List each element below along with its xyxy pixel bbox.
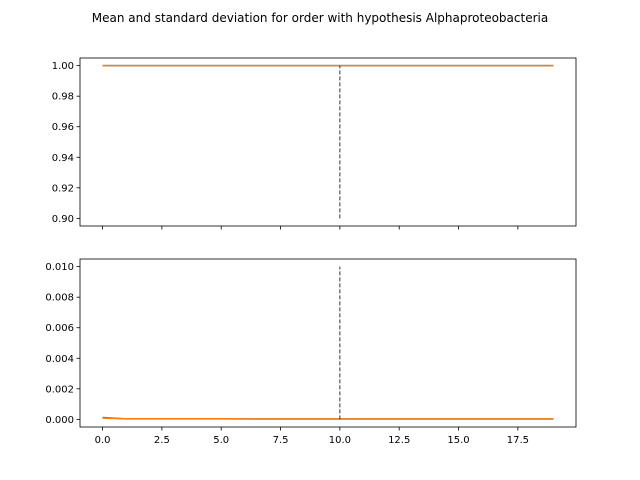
x-tick-label: 15.0	[447, 435, 469, 446]
y-tick-label: 0.002	[45, 384, 74, 395]
x-tick-label: 0.0	[95, 435, 111, 446]
y-tick-label: 0.96	[52, 122, 74, 133]
y-tick-label: 0.90	[52, 214, 74, 225]
y-tick-label: 0.010	[45, 262, 74, 273]
x-tick-label: 5.0	[213, 435, 229, 446]
x-tick-label: 7.5	[273, 435, 289, 446]
y-tick-label: 0.000	[45, 415, 74, 426]
y-tick-label: 1.00	[52, 61, 74, 72]
series-line	[102, 417, 554, 420]
y-tick-label: 0.94	[52, 153, 74, 164]
axes-frame	[79, 258, 577, 428]
std-panel: 0.000 0.002 0.004 0.006 0.008 0.010 0.0 2.5 5.0 7…	[45, 258, 577, 446]
y-tick-label: 0.92	[52, 183, 74, 194]
axes-frame	[79, 57, 577, 227]
y-tick-label: 0.98	[52, 92, 74, 103]
x-tick-label: 10.0	[329, 435, 351, 446]
mean-panel: 0.90 0.92 0.94 0.96 0.98 1.00	[52, 57, 577, 230]
y-tick-label: 0.004	[45, 354, 74, 365]
y-tick-label: 0.006	[45, 323, 74, 334]
x-tick-label: 2.5	[154, 435, 170, 446]
figure-title: Mean and standard deviation for order wi…	[92, 11, 548, 25]
y-tick-label: 0.008	[45, 293, 74, 304]
x-tick-label: 17.5	[507, 435, 529, 446]
x-tick-label: 12.5	[388, 435, 410, 446]
